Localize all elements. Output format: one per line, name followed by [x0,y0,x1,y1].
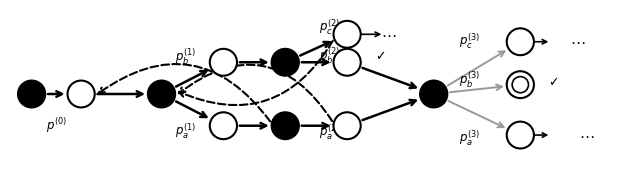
Text: $p_a^{(2)}$: $p_a^{(2)}$ [319,123,340,142]
Text: $p_b^{(3)}$: $p_b^{(3)}$ [459,70,480,90]
Text: $\cdots$: $\cdots$ [570,34,585,49]
Text: ✓: ✓ [548,76,559,89]
Text: $p^{(0)}$: $p^{(0)}$ [46,116,67,135]
Ellipse shape [334,49,361,76]
Ellipse shape [334,21,361,48]
Ellipse shape [18,81,45,107]
Ellipse shape [210,112,237,139]
Text: $p_c^{(3)}$: $p_c^{(3)}$ [459,31,480,51]
Ellipse shape [148,81,175,107]
Ellipse shape [210,49,237,76]
Ellipse shape [420,81,448,107]
Text: $p_a^{(1)}$: $p_a^{(1)}$ [174,122,195,141]
Ellipse shape [512,77,528,93]
Text: $p_b^{(2)}$: $p_b^{(2)}$ [319,46,340,66]
Text: $p_c^{(2)}$: $p_c^{(2)}$ [319,18,340,37]
Ellipse shape [272,112,299,139]
Ellipse shape [507,71,534,98]
Text: $p_b^{(1)}$: $p_b^{(1)}$ [174,47,195,67]
Text: ✓: ✓ [375,50,386,63]
Text: $\cdots$: $\cdots$ [579,127,595,143]
Ellipse shape [507,28,534,55]
Ellipse shape [334,112,361,139]
Text: $p_a^{(3)}$: $p_a^{(3)}$ [459,128,480,148]
Ellipse shape [272,49,299,76]
Ellipse shape [507,122,534,149]
Text: $\cdots$: $\cdots$ [381,27,397,42]
Ellipse shape [68,81,95,107]
